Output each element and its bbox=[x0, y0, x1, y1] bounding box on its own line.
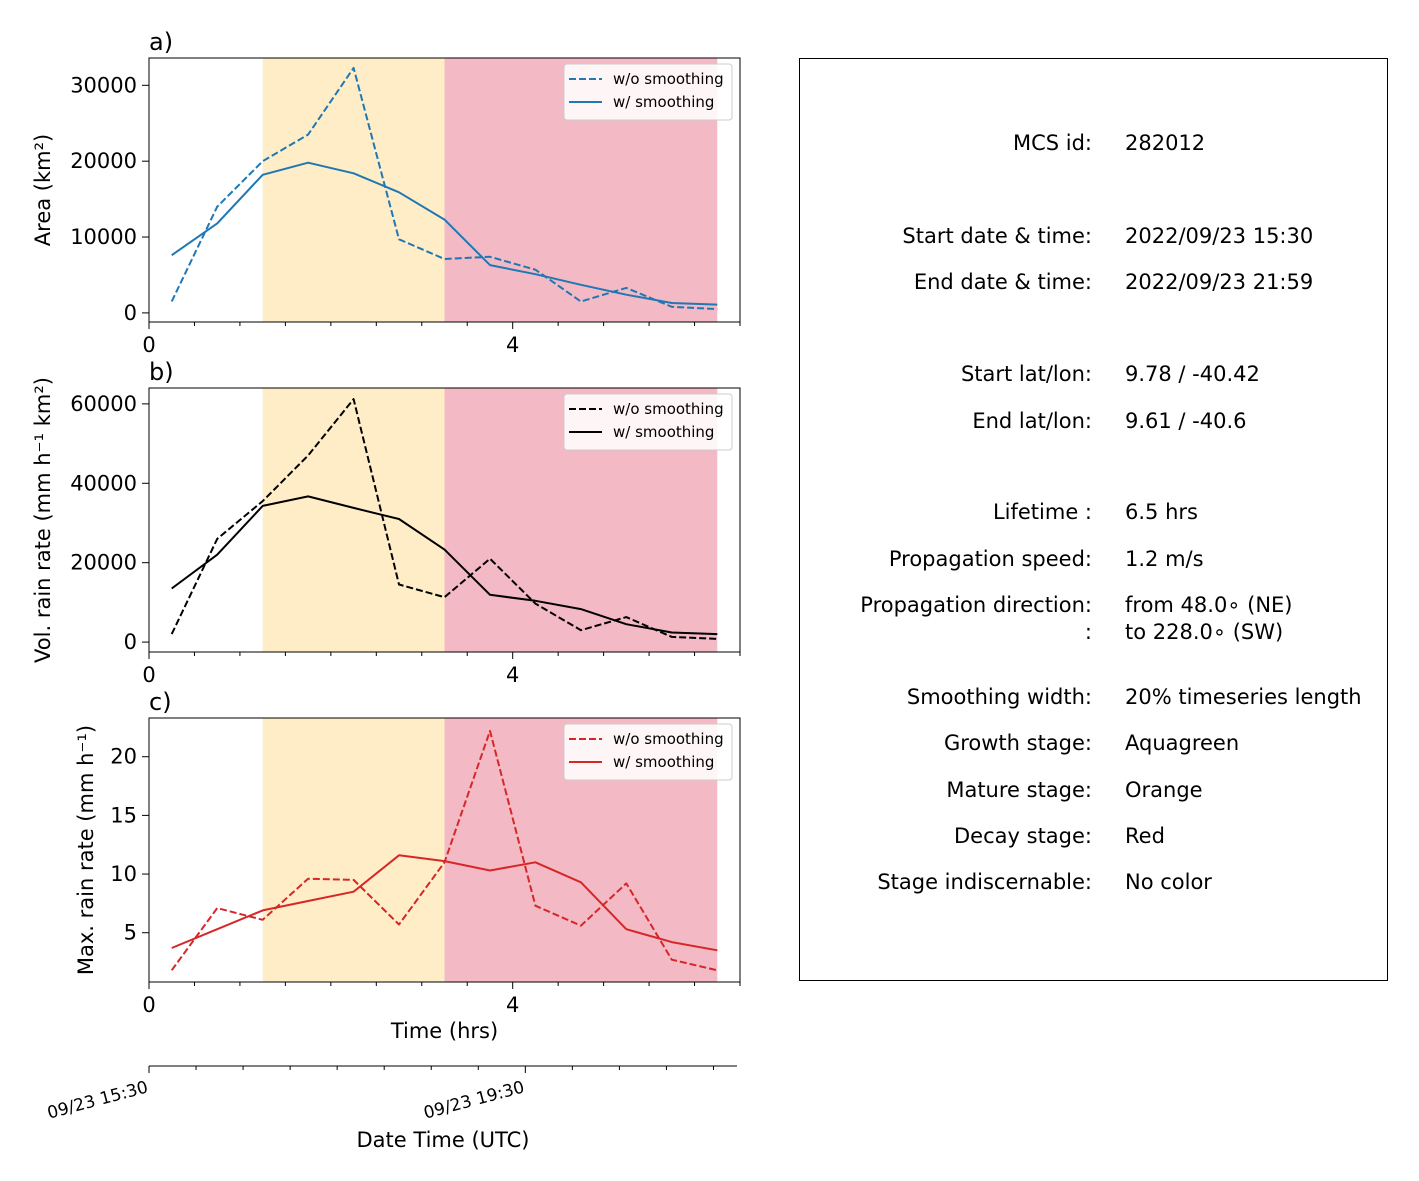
axes-frame bbox=[148, 57, 741, 323]
info-value-prop-speed: 1.2 m/s bbox=[1125, 547, 1204, 571]
y-tick-label: 5 bbox=[124, 921, 137, 945]
legend-label: w/ smoothing bbox=[613, 423, 714, 441]
datetime-tick-label: 09/23 19:30 bbox=[422, 1078, 527, 1124]
legend-label: w/o smoothing bbox=[613, 400, 724, 418]
info-label-mcs-id: MCS id: bbox=[1012, 131, 1092, 155]
x-tick-label: 0 bbox=[142, 993, 155, 1017]
y-tick-label: 15 bbox=[110, 803, 137, 827]
y-tick-label: 60000 bbox=[70, 392, 137, 416]
info-value-indiscernable: No color bbox=[1125, 870, 1212, 894]
legend-label: w/o smoothing bbox=[613, 730, 724, 748]
info-value-prop-direction-to: to 228.0∘ (SW) bbox=[1125, 620, 1284, 644]
series-line-smoothed bbox=[171, 854, 718, 952]
panel-label: c) bbox=[149, 688, 172, 716]
axes-frame bbox=[148, 717, 741, 983]
info-label-growth: Growth stage: bbox=[943, 731, 1092, 755]
y-tick-label: 0 bbox=[124, 301, 137, 325]
info-label-smoothing: Smoothing width: bbox=[906, 685, 1092, 709]
info-label-prop-direction-to: : bbox=[1084, 620, 1092, 644]
legend-label: w/ smoothing bbox=[613, 93, 714, 111]
legend-label: w/ smoothing bbox=[613, 753, 714, 771]
x-axis-label: Time (hrs) bbox=[390, 1019, 498, 1043]
stage-span-growth bbox=[262, 388, 445, 652]
info-value-start-time: 2022/09/23 15:30 bbox=[1125, 224, 1314, 248]
info-label-decay: Decay stage: bbox=[954, 824, 1092, 848]
info-value-mature: Orange bbox=[1125, 778, 1203, 802]
y-axis-label: Vol. rain rate (mm h⁻¹ km²) bbox=[31, 377, 55, 663]
y-tick-label: 0 bbox=[124, 630, 137, 654]
info-label-mature: Mature stage: bbox=[946, 778, 1092, 802]
series-line-raw bbox=[170, 398, 718, 640]
y-tick-label: 10 bbox=[110, 862, 137, 886]
info-label-end-latlon: End lat/lon: bbox=[972, 409, 1092, 433]
info-value-end-latlon: 9.61 / -40.6 bbox=[1125, 409, 1247, 433]
info-label-start-time: Start date & time: bbox=[902, 224, 1092, 248]
info-label-start-latlon: Start lat/lon: bbox=[960, 362, 1092, 386]
info-value-prop-direction: from 48.0∘ (NE) bbox=[1125, 593, 1293, 617]
chart-panel-1: 0 4 0 10000 20000 30000 a) Area (km²) w/o smooth… bbox=[31, 28, 741, 357]
info-label-lifetime: Lifetime : bbox=[992, 500, 1092, 524]
y-tick-label: 20000 bbox=[70, 551, 137, 575]
chart-panel-3: 0 4 5 10 15 20 c) Max. rain rate (mm h⁻¹) Time (… bbox=[74, 688, 741, 1043]
axes-frame bbox=[148, 387, 741, 653]
info-label-indiscernable: Stage indiscernable: bbox=[877, 870, 1092, 894]
x-tick-label: 0 bbox=[142, 663, 155, 687]
info-label-prop-speed: Propagation speed: bbox=[888, 547, 1092, 571]
y-tick-label: 20000 bbox=[70, 149, 137, 173]
legend-box bbox=[563, 723, 733, 781]
datetime-axis-label: Date Time (UTC) bbox=[357, 1128, 530, 1152]
legend-box bbox=[563, 63, 733, 121]
stage-span-growth bbox=[262, 718, 445, 982]
info-value-growth: Aquagreen bbox=[1125, 731, 1240, 755]
legend-box bbox=[563, 393, 733, 451]
y-tick-label: 10000 bbox=[70, 225, 137, 249]
info-panel: MCS id: 282012 Start date & time: 2022/0… bbox=[799, 58, 1388, 981]
info-value-mcs-id: 282012 bbox=[1125, 131, 1206, 155]
info-value-decay: Red bbox=[1125, 824, 1165, 848]
y-axis-label: Area (km²) bbox=[31, 134, 55, 246]
chart-panel-2: 0 4 0 20000 40000 60000 b) Vol. rain rate (mm h… bbox=[31, 358, 741, 687]
datetime-tick-label: 09/23 15:30 bbox=[45, 1078, 150, 1124]
y-tick-label: 40000 bbox=[70, 471, 137, 495]
series-line-raw bbox=[170, 66, 718, 311]
info-value-smoothing: 20% timeseries length bbox=[1125, 685, 1362, 709]
series-line-smoothed bbox=[171, 495, 718, 636]
datetime-axis: 09/23 15:30 09/23 19:30 Date Time (UTC) bbox=[45, 1065, 737, 1152]
legend-label: w/o smoothing bbox=[613, 70, 724, 88]
panel-label: b) bbox=[149, 358, 174, 386]
info-value-start-latlon: 9.78 / -40.42 bbox=[1125, 362, 1260, 386]
panel-label: a) bbox=[149, 28, 173, 56]
x-tick-label: 0 bbox=[142, 333, 155, 357]
y-tick-label: 30000 bbox=[70, 73, 137, 97]
info-value-end-time: 2022/09/23 21:59 bbox=[1125, 270, 1314, 294]
stage-span-growth bbox=[262, 58, 445, 322]
x-tick-label: 4 bbox=[506, 663, 519, 687]
x-tick-label: 4 bbox=[506, 333, 519, 357]
y-tick-label: 20 bbox=[110, 745, 137, 769]
info-label-prop-direction: Propagation direction: bbox=[860, 593, 1092, 617]
series-line-raw bbox=[170, 729, 718, 972]
series-line-smoothed bbox=[171, 161, 718, 306]
info-label-end-time: End date & time: bbox=[913, 270, 1092, 294]
x-tick-label: 4 bbox=[506, 993, 519, 1017]
info-value-lifetime: 6.5 hrs bbox=[1125, 500, 1198, 524]
y-axis-label: Max. rain rate (mm h⁻¹) bbox=[74, 725, 98, 975]
